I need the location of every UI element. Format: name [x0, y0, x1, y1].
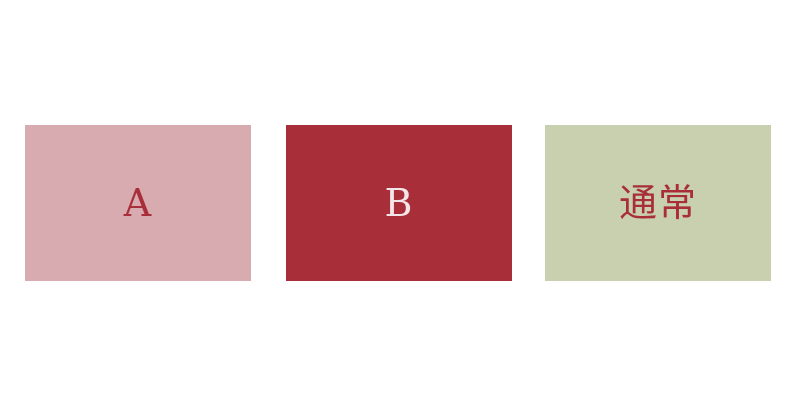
option-normal-button[interactable]: 通常 — [545, 125, 771, 281]
option-b-label: B — [384, 181, 414, 225]
option-a-label: A — [123, 181, 153, 225]
option-normal-label: 通常 — [618, 181, 697, 225]
option-b-button[interactable]: B — [286, 125, 512, 281]
option-a-button[interactable]: A — [25, 125, 251, 281]
